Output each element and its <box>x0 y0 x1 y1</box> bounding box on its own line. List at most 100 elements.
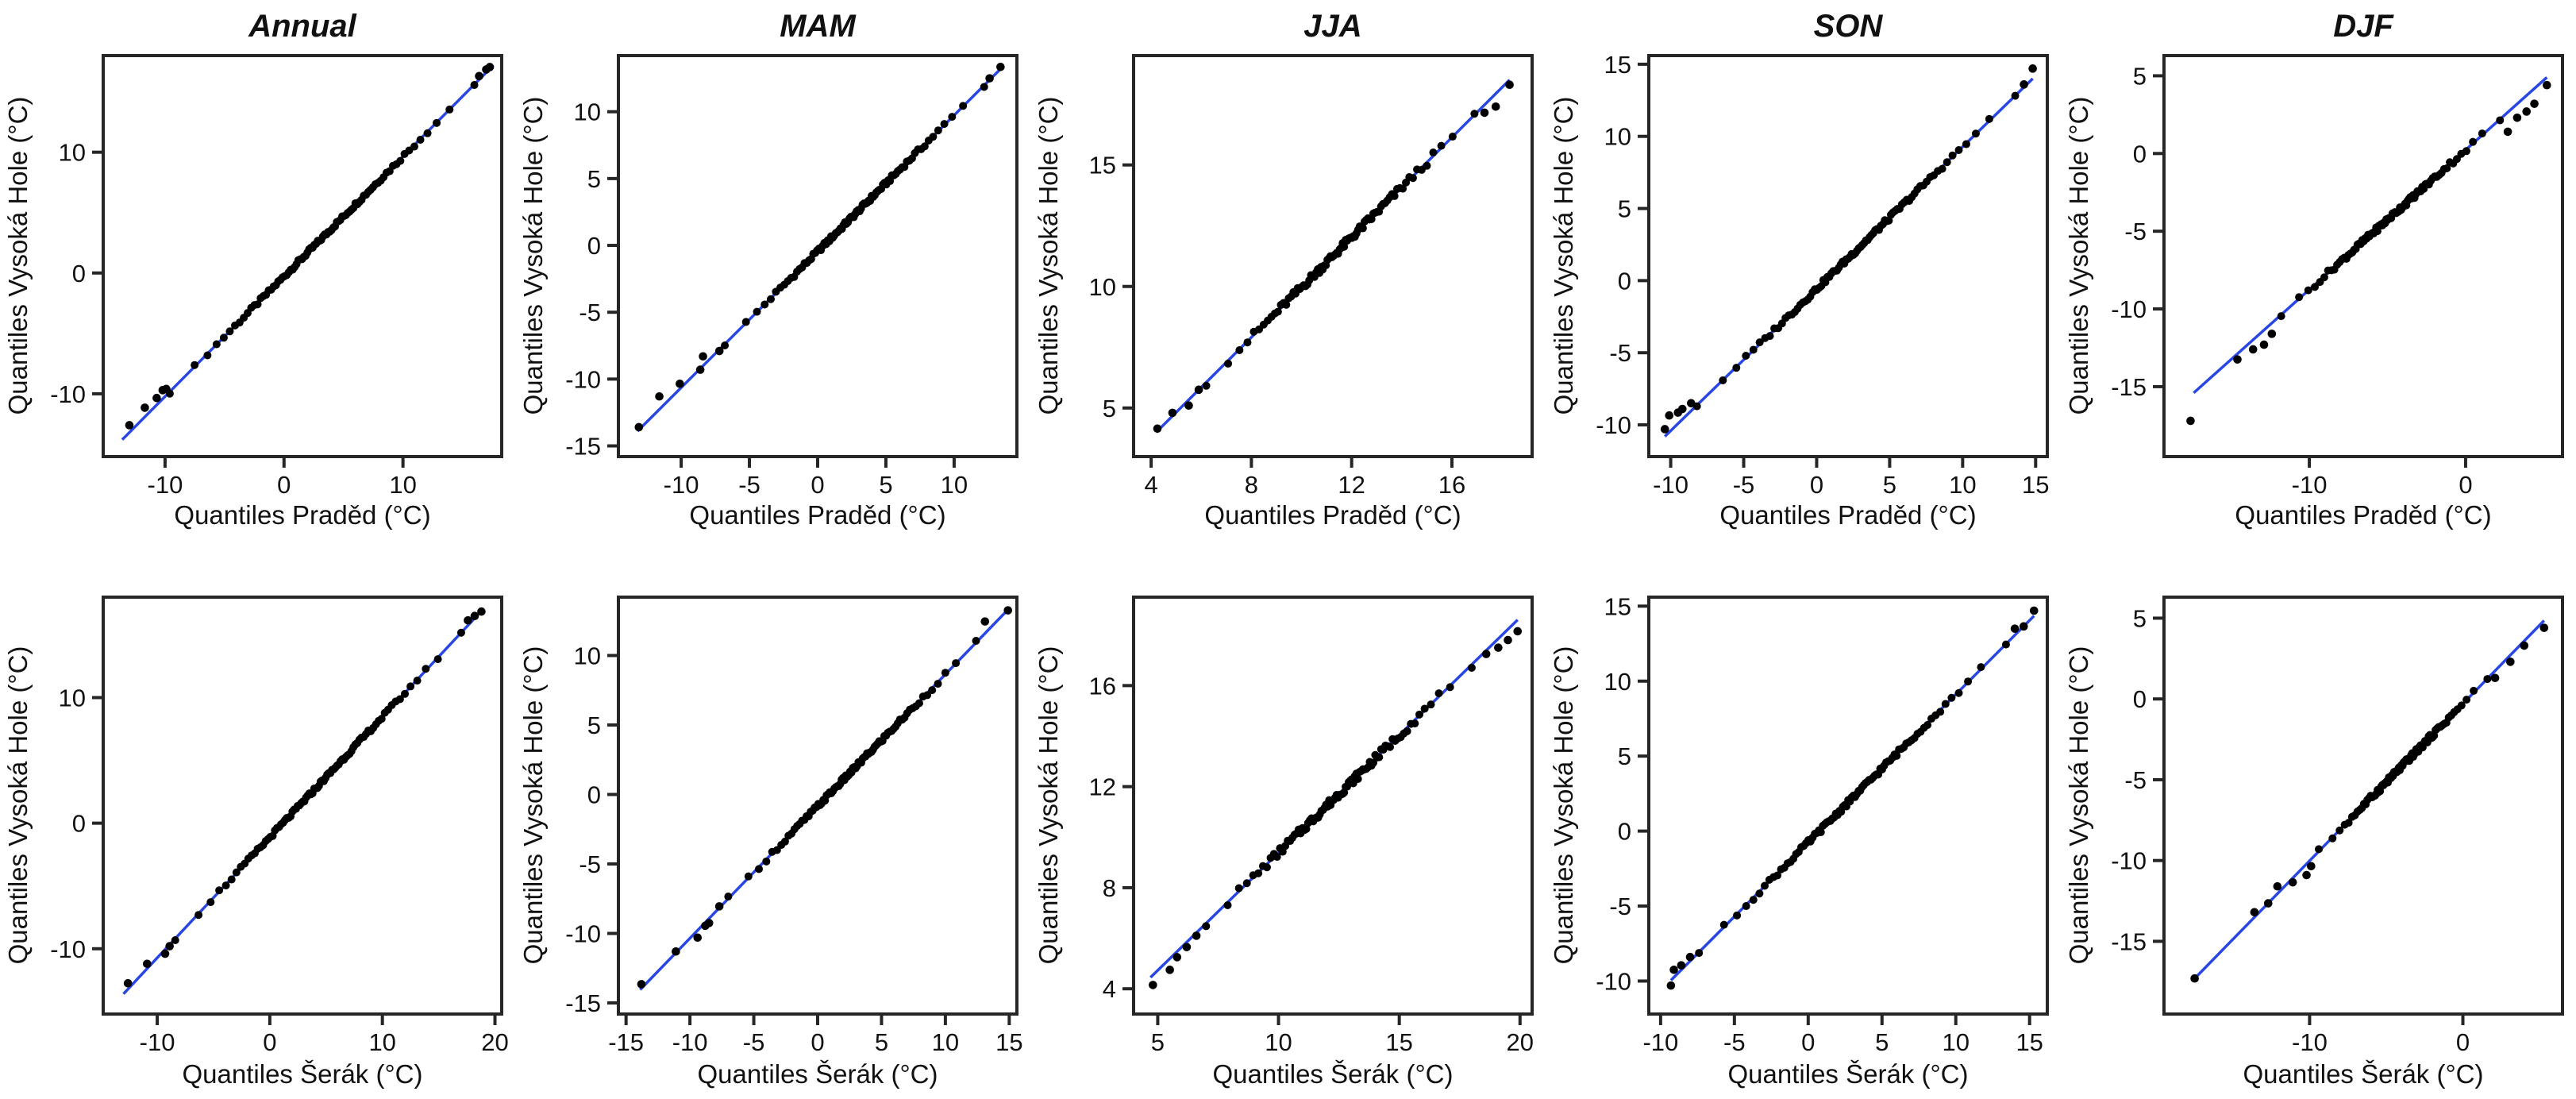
qq-points <box>125 63 495 430</box>
y-tick-label: 5 <box>1618 195 1631 223</box>
y-tick-label: 0 <box>72 810 86 838</box>
y-tick-label: -5 <box>2124 218 2147 245</box>
y-tick-label: 10 <box>1604 123 1631 151</box>
x-tick-label: 5 <box>879 471 892 499</box>
y-tick-label: 10 <box>1604 668 1631 696</box>
plot-area: -10 0 -15 -10 -5 0 5 <box>2111 54 2564 499</box>
y-tick-label: 5 <box>2133 62 2147 90</box>
x-tick-label: 0 <box>811 471 824 499</box>
x-axis-label: Quantiles Šerák (°C) <box>2243 1059 2484 1089</box>
y-tick-label: 0 <box>1618 267 1631 295</box>
x-tick-label: -5 <box>1723 1028 1746 1056</box>
y-tick-label: -15 <box>565 989 601 1017</box>
qq-points <box>2190 623 2549 983</box>
y-tick-label: 16 <box>1089 672 1116 700</box>
axis-ticks: -15 -10 -5 0 5 10 15 -15 -10 -5 0 5 10 <box>565 642 1022 1057</box>
y-axis-label: Quantiles Vysoká Hole (°C) <box>1549 646 1578 965</box>
x-tick-label: 0 <box>2456 1028 2470 1056</box>
x-tick-label: 5 <box>1151 1028 1165 1056</box>
plot-area: 5 10 15 20 4 8 12 16 <box>1089 596 1534 1056</box>
x-tick-label: 15 <box>995 1028 1022 1056</box>
panel-title: JJA <box>1303 9 1361 44</box>
qq-panel-son-praded: SON -10 -5 0 5 10 15 -10 -5 0 5 10 15 Quantiles Pra… <box>1549 9 2050 530</box>
y-tick-label: -5 <box>1609 339 1631 367</box>
x-tick-label: 0 <box>1801 1028 1815 1056</box>
axis-ticks: -10 0 -15 -10 -5 0 5 <box>2111 604 2470 1056</box>
x-axis-label: Quantiles Praděd (°C) <box>174 500 430 530</box>
qq-panel-son-serak: -10 -5 0 5 10 15 -10 -5 0 5 10 15 Quantiles Šerák (… <box>1549 592 2049 1089</box>
x-tick-label: 15 <box>2016 1028 2043 1056</box>
x-tick-label: -10 <box>1653 471 1688 499</box>
axis-ticks: -10 -5 0 5 10 15 -10 -5 0 5 10 15 <box>1596 592 2043 1056</box>
x-tick-label: -5 <box>1733 471 1755 499</box>
y-tick-label: 10 <box>574 642 601 670</box>
qq-points <box>2186 80 2551 426</box>
y-tick-label: -10 <box>2111 847 2147 875</box>
plot-area: -10 0 10 -10 0 10 <box>50 54 503 499</box>
qq-panel-jja-praded: JJA 4 8 12 16 5 10 15 Quantiles Praděd (°C) Qu… <box>1034 9 1534 530</box>
qq-points <box>1666 606 2039 990</box>
y-tick-label: -10 <box>1596 411 1631 439</box>
y-tick-label: -5 <box>579 299 601 326</box>
x-tick-label: 20 <box>481 1028 508 1056</box>
x-tick-label: 0 <box>811 1028 824 1056</box>
qq-points <box>637 606 1013 989</box>
plot-area: -10 -5 0 5 10 -15 -10 -5 0 5 10 <box>565 54 1018 499</box>
x-tick-label: 8 <box>1245 471 1258 499</box>
x-axis-label: Quantiles Praděd (°C) <box>2235 500 2491 530</box>
y-tick-label: 0 <box>72 260 86 287</box>
axis-box <box>1647 54 2049 458</box>
x-tick-label: -10 <box>148 471 183 499</box>
y-tick-label: 0 <box>2133 140 2147 168</box>
x-axis-label: Quantiles Šerák (°C) <box>698 1059 938 1089</box>
panel-title: DJF <box>2333 9 2394 44</box>
axis-ticks: -10 0 10 20 -10 0 10 <box>50 684 509 1056</box>
x-tick-label: 5 <box>1875 1028 1889 1056</box>
y-axis-label: Quantiles Vysoká Hole (°C) <box>3 646 33 965</box>
y-tick-label: -5 <box>579 850 601 878</box>
qq-panel-jja-serak: 5 10 15 20 4 8 12 16 Quantiles Šerák (°C) Quant… <box>1034 596 1534 1089</box>
y-axis-label: Quantiles Vysoká Hole (°C) <box>1549 97 1578 415</box>
y-tick-label: -10 <box>565 920 601 948</box>
y-tick-label: 5 <box>587 165 601 193</box>
qq-points <box>1153 80 1514 434</box>
x-axis-label: Quantiles Šerák (°C) <box>1728 1059 1969 1089</box>
x-tick-label: -10 <box>2292 1028 2328 1056</box>
x-tick-label: -10 <box>1642 1028 1678 1056</box>
qq-panel-djf-serak: -10 0 -15 -10 -5 0 5 Quantiles Šerák (°C) Quan… <box>2064 596 2564 1089</box>
axis-ticks: -10 -5 0 5 10 15 -10 -5 0 5 10 15 <box>1596 51 2049 499</box>
y-tick-label: 5 <box>2133 604 2147 632</box>
axis-box <box>102 54 503 458</box>
y-tick-label: 0 <box>587 232 601 260</box>
x-tick-label: 0 <box>2459 471 2472 499</box>
axis-box <box>1647 596 2049 1016</box>
axis-box <box>2162 596 2564 1016</box>
qq-panel-annual-praded: Annual -10 0 10 -10 0 10 Quantiles Praděd (°C… <box>3 9 503 530</box>
panel-title: Annual <box>248 9 356 44</box>
y-tick-label: 5 <box>1103 395 1116 422</box>
x-tick-label: 20 <box>1507 1028 1534 1056</box>
x-tick-label: 10 <box>941 471 968 499</box>
y-tick-label: 0 <box>2133 685 2147 713</box>
x-tick-label: -10 <box>2292 471 2328 499</box>
y-tick-label: 0 <box>587 781 601 809</box>
qq-panel-mam-praded: MAM -10 -5 0 5 10 -15 -10 -5 0 5 10 Quantiles Prad… <box>518 9 1018 530</box>
qq-panel-djf-praded: DJF -10 0 -15 -10 -5 0 5 Quantiles Praděd (°C)… <box>2064 9 2564 530</box>
y-axis-label: Quantiles Vysoká Hole (°C) <box>3 97 33 415</box>
y-tick-label: -5 <box>1609 893 1631 920</box>
y-tick-label: 8 <box>1103 874 1116 902</box>
plot-area: -15 -10 -5 0 5 10 15 -15 -10 -5 0 5 10 <box>565 596 1023 1057</box>
qq-panel-annual-serak: -10 0 10 20 -10 0 10 Quantiles Šerák (°C) Quan… <box>3 596 509 1089</box>
axis-box <box>1132 54 1534 458</box>
x-tick-label: -10 <box>140 1028 175 1056</box>
y-tick-label: -10 <box>565 365 601 393</box>
x-axis-label: Quantiles Praděd (°C) <box>1719 500 1976 530</box>
y-axis-label: Quantiles Vysoká Hole (°C) <box>518 646 548 965</box>
x-tick-label: 10 <box>368 1028 395 1056</box>
axis-box <box>2162 54 2564 458</box>
x-tick-label: 12 <box>1338 471 1365 499</box>
axis-ticks: -10 0 -15 -10 -5 0 5 <box>2111 62 2472 499</box>
panel-title: SON <box>1814 9 1884 44</box>
y-tick-label: -10 <box>2111 295 2147 323</box>
